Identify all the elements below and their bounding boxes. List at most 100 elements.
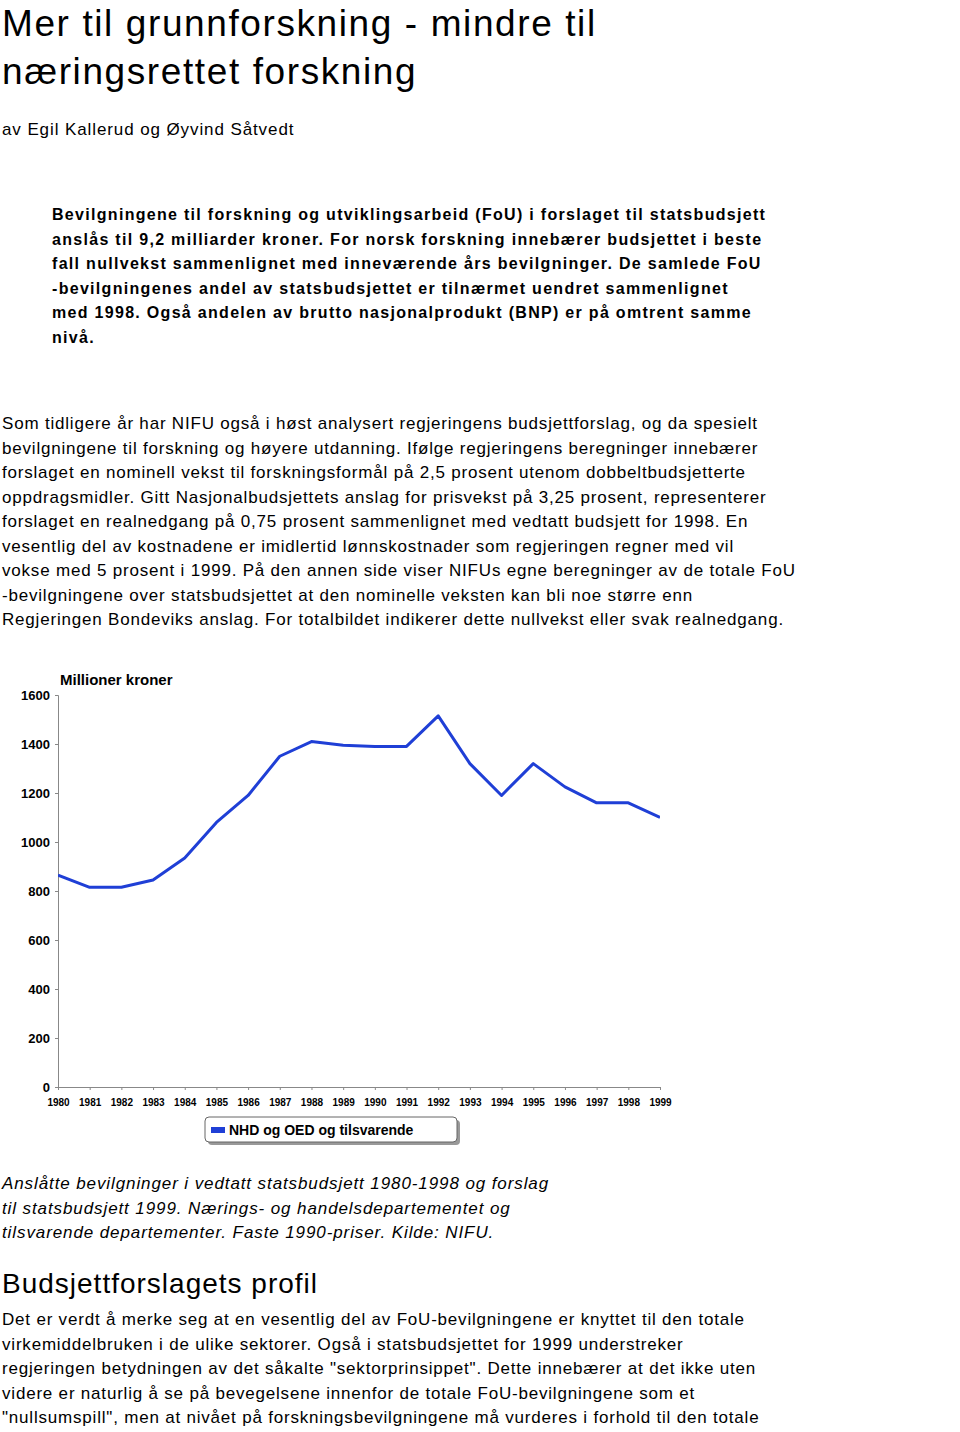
title-line: næringsrettet forskning bbox=[2, 48, 597, 96]
y-tick-mark bbox=[55, 1038, 58, 1039]
x-tick-label: 1980 bbox=[47, 1097, 70, 1108]
x-tick-label: 1988 bbox=[301, 1097, 324, 1108]
x-tick: 1983 bbox=[142, 1087, 165, 1108]
body-text-line: vokse med 5 prosent i 1999. På den annen… bbox=[2, 559, 796, 584]
x-tick: 1987 bbox=[269, 1087, 292, 1108]
y-tick: 0 bbox=[43, 1080, 58, 1095]
x-tick-label: 1996 bbox=[554, 1097, 577, 1108]
lead-line: Bevilgningene til forskning og utvikling… bbox=[52, 203, 766, 228]
legend-label: NHD og OED og tilsvarende bbox=[229, 1122, 414, 1138]
legend-box bbox=[205, 1117, 457, 1142]
y-tick: 600 bbox=[28, 933, 58, 948]
section-text-block: Det er verdt å merke seg at en vesentlig… bbox=[2, 1308, 759, 1431]
x-tick: 1982 bbox=[111, 1087, 134, 1108]
x-tick-label: 1985 bbox=[206, 1097, 229, 1108]
body-text-line: forslaget en nominell vekst til forsknin… bbox=[2, 461, 796, 486]
y-tick: 1400 bbox=[21, 737, 58, 752]
body-text-line: bevilgningene til forskning og høyere ut… bbox=[2, 437, 796, 462]
y-tick: 800 bbox=[28, 884, 58, 899]
x-tick-mark bbox=[565, 1087, 566, 1090]
x-tick-mark bbox=[660, 1087, 661, 1090]
x-tick-label: 1982 bbox=[111, 1097, 134, 1108]
x-tick-mark bbox=[153, 1087, 154, 1090]
x-tick: 1995 bbox=[523, 1087, 546, 1108]
y-axis-line bbox=[55, 696, 59, 1088]
plot-area bbox=[58, 716, 660, 888]
x-tick: 1980 bbox=[47, 1087, 70, 1108]
x-tick-mark bbox=[58, 1087, 59, 1090]
x-tick-label: 1991 bbox=[396, 1097, 419, 1108]
y-tick: 400 bbox=[28, 982, 58, 997]
x-tick-label: 1998 bbox=[618, 1097, 641, 1108]
y-tick-label: 600 bbox=[28, 933, 50, 948]
legend-swatch bbox=[211, 1127, 225, 1133]
lead-line: fall nullvekst sammenlignet med innevære… bbox=[52, 252, 766, 277]
x-tick: 1988 bbox=[301, 1087, 324, 1108]
y-axis: 0 200 400 600 800 1000 1200 1400 1600 bbox=[21, 688, 58, 1095]
x-tick-mark bbox=[470, 1087, 471, 1090]
x-tick-mark bbox=[121, 1087, 122, 1090]
section-text-line: videre er naturlig å se på bevegelsene i… bbox=[2, 1382, 759, 1407]
title-line: Mer til grunnforskning - mindre til bbox=[2, 0, 597, 48]
y-tick-mark bbox=[55, 695, 58, 696]
x-tick-mark bbox=[502, 1087, 503, 1090]
y-tick-label: 1600 bbox=[21, 688, 50, 703]
y-tick-label: 1400 bbox=[21, 737, 50, 752]
x-tick-label: 1993 bbox=[459, 1097, 482, 1108]
section-text-line: regjeringen betydningen av det såkalte "… bbox=[2, 1357, 759, 1382]
x-tick: 1998 bbox=[618, 1087, 641, 1108]
x-tick: 1981 bbox=[79, 1087, 102, 1108]
x-tick: 1990 bbox=[364, 1087, 387, 1108]
y-tick-label: 1200 bbox=[21, 786, 50, 801]
x-tick-label: 1986 bbox=[237, 1097, 260, 1108]
lead-line: med 1998. Også andelen av brutto nasjona… bbox=[52, 301, 766, 326]
y-tick-mark bbox=[55, 842, 58, 843]
x-tick: 1996 bbox=[554, 1087, 577, 1108]
body-text-block: Som tidligere år har NIFU også i høst an… bbox=[2, 412, 796, 633]
x-tick-mark bbox=[216, 1087, 217, 1090]
x-tick-mark bbox=[375, 1087, 376, 1090]
y-tick-mark bbox=[55, 793, 58, 794]
x-tick-label: 1995 bbox=[523, 1097, 546, 1108]
body-text-line: Regjeringen Bondeviks anslag. For totalb… bbox=[2, 608, 796, 633]
x-tick: 1999 bbox=[649, 1087, 672, 1108]
x-tick-mark bbox=[597, 1087, 598, 1090]
body-text-line: -bevilgningene over statsbudsjettet at d… bbox=[2, 584, 796, 609]
x-tick-label: 1990 bbox=[364, 1097, 387, 1108]
lead-block: Bevilgningene til forskning og utvikling… bbox=[52, 203, 766, 350]
x-tick: 1994 bbox=[491, 1087, 514, 1108]
x-axis: 1980 1981 1982 1983 1984 1985 1986 1987 1988 1989… bbox=[47, 1087, 672, 1108]
title-block: Mer til grunnforskning - mindre tilnærin… bbox=[2, 0, 597, 96]
y-tick: 200 bbox=[28, 1031, 58, 1046]
x-tick-label: 1981 bbox=[79, 1097, 102, 1108]
x-tick-mark bbox=[280, 1087, 281, 1090]
section-text-line: virkemiddelbruken i de ulike sektorer. O… bbox=[2, 1333, 759, 1358]
x-tick-label: 1987 bbox=[269, 1097, 292, 1108]
x-tick-label: 1992 bbox=[428, 1097, 451, 1108]
y-tick-label: 800 bbox=[28, 884, 50, 899]
byline: av Egil Kallerud og Øyvind Såtvedt bbox=[2, 118, 294, 142]
chart: Millioner kroner020040060080010001200140… bbox=[0, 665, 680, 1150]
caption-line: tilsvarende departementer. Faste 1990-pr… bbox=[2, 1221, 549, 1246]
y-tick-label: 400 bbox=[28, 982, 50, 997]
y-tick: 1600 bbox=[21, 688, 58, 703]
lead-line: nivå. bbox=[52, 326, 766, 351]
y-tick-mark bbox=[55, 989, 58, 990]
y-tick-label: 1000 bbox=[21, 835, 50, 850]
y-tick-mark bbox=[55, 744, 58, 745]
x-tick: 1989 bbox=[333, 1087, 356, 1108]
legend: NHD og OED og tilsvarende bbox=[205, 1117, 460, 1145]
section-text-line: "nullsumspill", men at nivået på forskni… bbox=[2, 1406, 759, 1431]
y-tick: 1200 bbox=[21, 786, 58, 801]
x-tick: 1986 bbox=[237, 1087, 260, 1108]
section-text-line: Det er verdt å merke seg at en vesentlig… bbox=[2, 1308, 759, 1333]
caption-line: til statsbudsjett 1999. Nærings- og hand… bbox=[2, 1197, 549, 1222]
y-tick-mark bbox=[55, 1087, 58, 1088]
x-tick: 1992 bbox=[428, 1087, 451, 1108]
x-axis-line bbox=[59, 1088, 661, 1091]
section-heading: Budsjettforslagets profil bbox=[2, 1266, 318, 1302]
x-tick: 1991 bbox=[396, 1087, 419, 1108]
body-text-line: forslaget en realnedgang på 0,75 prosent… bbox=[2, 510, 796, 535]
y-tick-label: 0 bbox=[43, 1080, 50, 1095]
x-tick-label: 1984 bbox=[174, 1097, 197, 1108]
